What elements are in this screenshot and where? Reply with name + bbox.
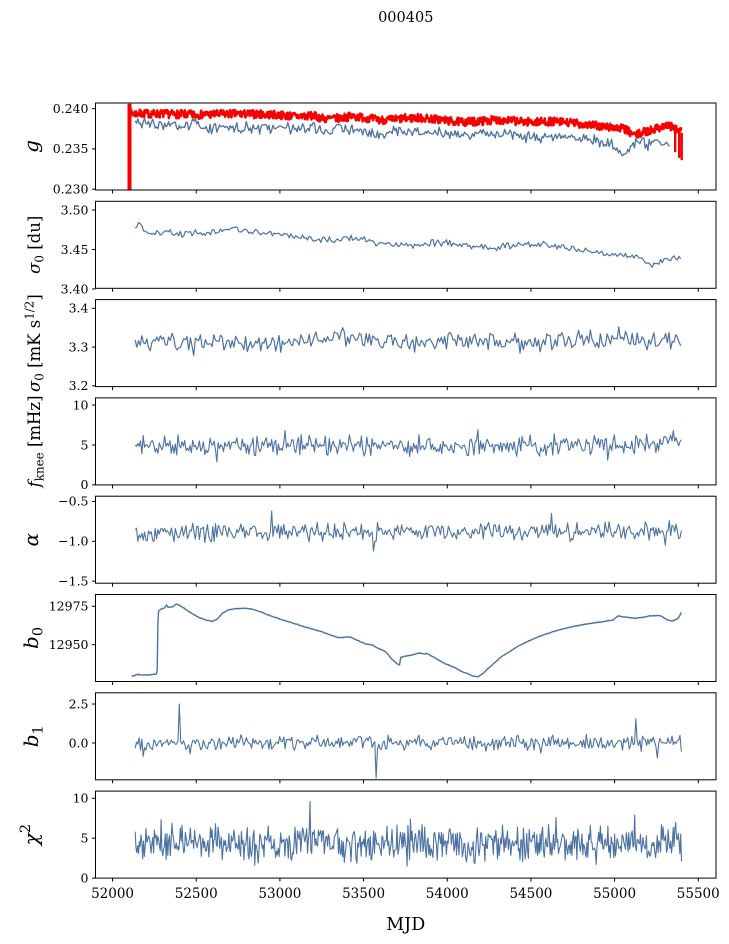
y-axis-label-part: knee xyxy=(33,452,47,481)
y-tick-label: 0.240 xyxy=(53,101,89,116)
axes-frame xyxy=(95,299,717,388)
y-axis-label-fknee: fknee [mHz] xyxy=(25,395,47,489)
subplot-chi2: 10 5 0 χ2 xyxy=(18,790,717,885)
subplot-g: 0.240 0.235 0.230 g xyxy=(19,101,717,196)
y-tick-label: 0 xyxy=(81,477,89,492)
y-tick-label: −1.5 xyxy=(58,574,88,589)
y-tick-label: 3.40 xyxy=(61,281,89,296)
y-tick-label: 3.3 xyxy=(69,339,89,354)
x-tick-label: 53000 xyxy=(258,886,301,902)
y-axis-label-part: b xyxy=(19,636,43,649)
y-axis-label-part: f xyxy=(25,478,44,489)
subplot-sigma0-du: 3.50 3.45 3.40 σ0 [du] xyxy=(25,200,717,296)
y-axis-label-part: [mK s xyxy=(25,320,44,373)
y-axis-label-part: [mHz] xyxy=(25,395,44,452)
x-tick-label: 53500 xyxy=(342,886,385,902)
axes-frame xyxy=(95,102,717,191)
y-axis-label-part: 2 xyxy=(18,824,34,833)
y-axis-label-part: 1 xyxy=(30,725,46,734)
y-axis-label-alpha: α xyxy=(19,532,43,546)
y-axis-label-part: g xyxy=(19,140,43,153)
y-axis-label-sigma0-mks: σ0 [mK s1/2] xyxy=(22,294,46,392)
y-tick-label: 2.5 xyxy=(69,696,89,711)
y-axis-label-part: 0 xyxy=(33,373,47,381)
y-axis-label-part: 1/2 xyxy=(22,301,36,320)
y-tick-label: 3.45 xyxy=(61,242,89,257)
y-axis-label-part: σ xyxy=(25,262,44,274)
x-tick-label: 52000 xyxy=(91,886,134,902)
x-axis-label: MJD xyxy=(386,915,425,935)
subplot-alpha: −0.5 −1.0 −1.5 α xyxy=(19,494,717,589)
y-axis-label-part: α xyxy=(19,532,43,546)
axes-frame xyxy=(95,594,717,682)
y-axis-label-g: g xyxy=(19,140,43,153)
axes-frame xyxy=(95,692,717,781)
y-axis-label-b1: b1 xyxy=(19,725,46,747)
series-line-alpha-0 xyxy=(134,510,682,552)
series-line-g-1 xyxy=(129,108,683,139)
y-axis-label-part: 0 xyxy=(30,627,46,636)
x-tick-label: 52500 xyxy=(175,886,218,902)
series-line-b0-0 xyxy=(131,603,682,678)
y-axis-label-part: 0 xyxy=(33,255,47,263)
y-tick-label: −0.5 xyxy=(58,494,88,509)
series-line-sigma0-du-0 xyxy=(134,222,682,268)
series-line-b1-0 xyxy=(134,703,682,779)
axes-frame xyxy=(95,397,717,486)
subplot-b1: 2.5 0.0 b1 xyxy=(19,692,717,784)
axes-frame xyxy=(95,495,717,584)
y-axis-label-part: [du] xyxy=(25,216,44,255)
y-axis-label-chi2: χ2 xyxy=(18,824,43,847)
y-axis-label-part: b xyxy=(19,734,43,747)
y-tick-label: 0 xyxy=(81,870,89,885)
series-line-fknee-0 xyxy=(134,429,682,463)
axes-frame xyxy=(95,790,717,879)
y-tick-label: 12975 xyxy=(49,599,89,614)
axes-frame xyxy=(95,200,717,289)
y-tick-label: −1.0 xyxy=(58,534,88,549)
y-tick-label: 3.4 xyxy=(69,301,89,316)
plot-title: 000405 xyxy=(378,10,433,26)
subplot-sigma0-mks: 3.4 3.3 3.2 σ0 [mK s1/2] xyxy=(22,294,717,393)
y-tick-label: 0.0 xyxy=(69,735,89,750)
series-line-g-0 xyxy=(134,117,670,157)
y-tick-label: 12950 xyxy=(49,637,89,652)
y-axis-label-part: χ xyxy=(19,831,43,847)
series-line-chi2-0 xyxy=(134,800,683,867)
y-axis-label-sigma0-du: σ0 [du] xyxy=(25,216,47,274)
y-tick-label: 10 xyxy=(73,397,89,412)
y-tick-label: 5 xyxy=(81,437,89,452)
y-tick-label: 3.50 xyxy=(61,202,89,217)
y-tick-label: 3.2 xyxy=(69,378,89,393)
x-tick-label: 54500 xyxy=(509,886,552,902)
x-tick-label: 55000 xyxy=(593,886,636,902)
y-axis-label-part: σ xyxy=(25,380,44,392)
x-tick-label: 55500 xyxy=(677,886,720,902)
y-axis-label-b0: b0 xyxy=(19,627,46,649)
subplot-fknee: 10 5 0 fknee [mHz] xyxy=(25,395,717,492)
x-tick-label: 54000 xyxy=(426,886,469,902)
y-tick-label: 10 xyxy=(73,791,89,806)
y-axis-label-part: ] xyxy=(25,294,44,300)
series-line-sigma0-mks-0 xyxy=(134,326,682,356)
y-tick-label: 5 xyxy=(81,830,89,845)
y-tick-label: 0.235 xyxy=(53,141,89,156)
y-tick-label: 0.230 xyxy=(53,181,89,196)
